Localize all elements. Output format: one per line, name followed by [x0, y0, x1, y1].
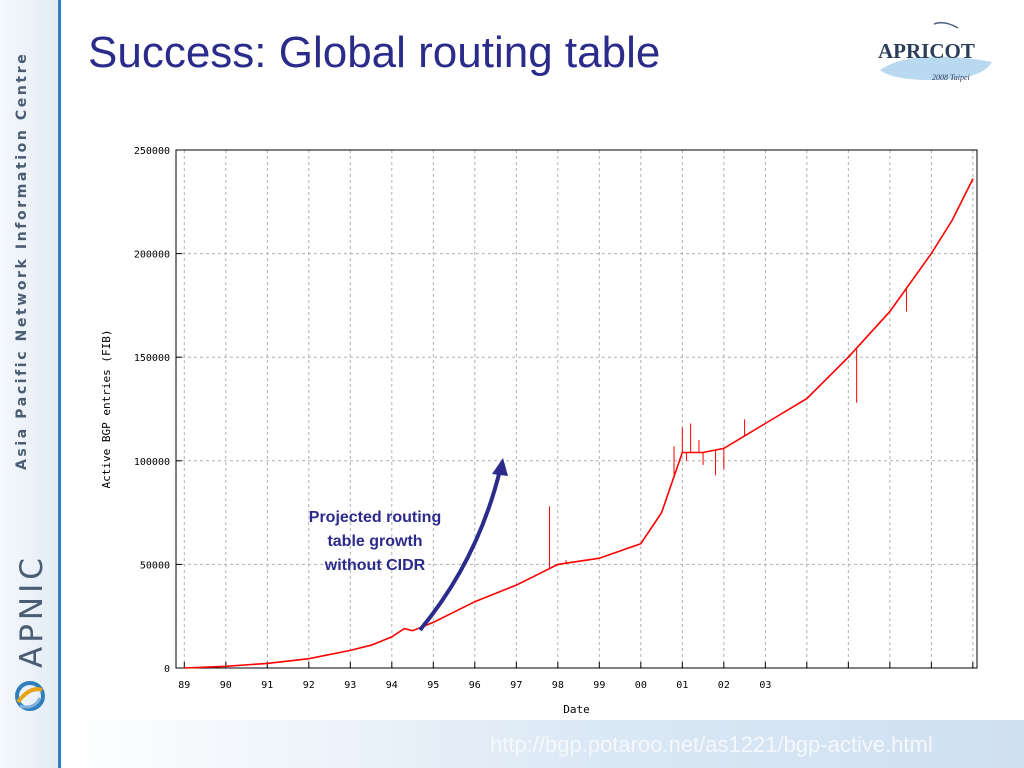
plot-border: [175, 149, 978, 669]
data-point: [225, 665, 227, 667]
apricot-logo-tagline: 2008 Taipei: [932, 73, 970, 82]
x-tick-label: 91: [261, 680, 273, 691]
data-point: [889, 311, 891, 313]
data-point: [403, 628, 405, 630]
data-point: [391, 636, 393, 638]
x-tick-label: 92: [303, 680, 315, 691]
data-point: [536, 574, 538, 576]
x-tick-label: 96: [469, 680, 481, 691]
data-point: [847, 356, 849, 358]
data-point: [764, 422, 766, 425]
data-point: [660, 512, 663, 514]
x-tick-label: 98: [552, 680, 564, 691]
x-axis-label: Date: [563, 703, 590, 716]
data-point: [411, 630, 414, 632]
apricot-logo: APRICOT 2008 Taipei: [878, 21, 992, 82]
data-point: [972, 178, 974, 180]
y-tick-label: 150000: [134, 353, 170, 364]
data-point: [349, 649, 351, 651]
y-tick-label: 250000: [134, 146, 170, 157]
data-point: [930, 253, 932, 255]
x-axis: 89 90 91 92 93 94 95 96 97 98 99 00 01 02 03: [178, 662, 974, 691]
sidebar: Asia Pacific Network Information Centre …: [0, 0, 61, 768]
sidebar-brand-wordmark: APNIC: [14, 554, 50, 668]
x-tick-label: 97: [510, 680, 522, 691]
projection-annotation: Projected routing table growth without C…: [308, 509, 442, 574]
data-point: [598, 557, 600, 559]
data-point: [432, 621, 434, 624]
routing-table-chart: 0 50000 100000 150000 200000 250000 89 90 91 92 9…: [94, 137, 999, 717]
x-tick-label: 93: [344, 680, 356, 691]
data-point: [370, 644, 372, 646]
chart-grid: [176, 150, 977, 668]
data-point: [474, 601, 476, 603]
data-point: [183, 667, 185, 669]
apricot-logo-name: APRICOT: [878, 39, 975, 63]
data-point: [515, 584, 517, 586]
data-point: [806, 398, 808, 400]
data-point: [951, 219, 953, 222]
data-point: [266, 662, 268, 665]
footer-url: http://bgp.potaroo.net/as1221/bgp-active…: [490, 732, 933, 757]
y-tick-label: 100000: [134, 457, 170, 468]
series-line-0: [184, 178, 974, 669]
x-tick-label: 00: [635, 680, 647, 691]
y-tick-label: 50000: [140, 560, 170, 571]
y-axis-label: Active BGP entries (FIB): [100, 330, 113, 489]
plot-area: [175, 149, 978, 669]
footer-band: [61, 720, 1024, 768]
x-tick-label: 03: [759, 680, 771, 691]
apnic-logo-icon: [15, 681, 45, 711]
slide-title: Success: Global routing table: [88, 28, 661, 77]
x-tick-label: 94: [386, 680, 398, 691]
sidebar-org-name: Asia Pacific Network Information Centre: [14, 51, 30, 470]
x-tick-label: 89: [178, 680, 190, 691]
x-tick-label: 99: [593, 680, 605, 691]
y-tick-label: 200000: [134, 250, 170, 261]
data-point: [308, 658, 310, 660]
data-point: [557, 563, 559, 565]
x-tick-label: 01: [676, 680, 688, 691]
x-tick-label: 95: [427, 680, 439, 691]
data-point: [640, 543, 642, 545]
x-tick-label: 02: [718, 680, 730, 691]
y-tick-label: 0: [164, 664, 170, 675]
x-tick-label: 90: [220, 680, 232, 691]
